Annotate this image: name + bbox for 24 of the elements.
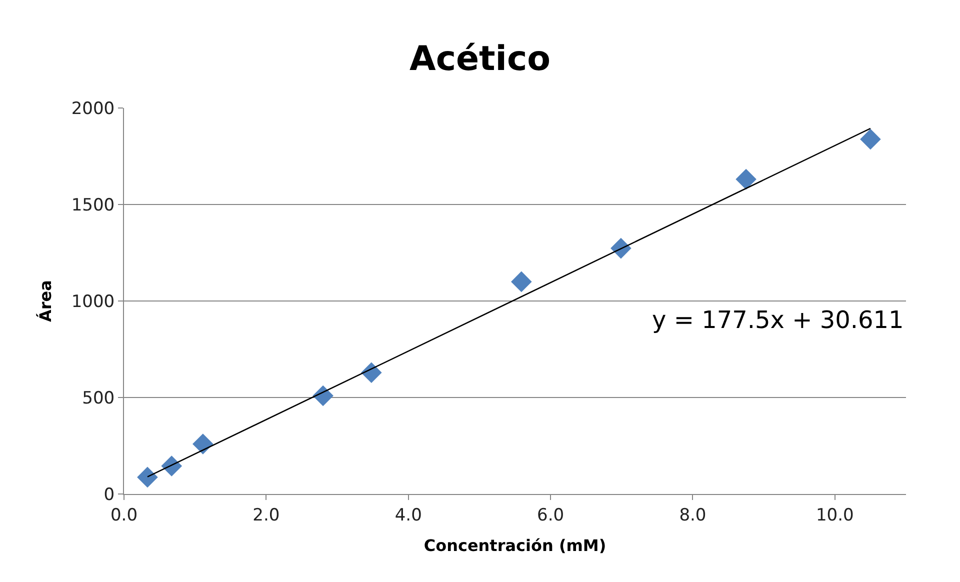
x-tick-label: 10.0 [816, 505, 854, 526]
point [736, 168, 756, 190]
x-tick-label: 8.0 [679, 505, 706, 526]
point [161, 456, 182, 476]
point [312, 385, 334, 406]
point [860, 128, 881, 150]
annotation: y = 177.5x + 30.611 [652, 306, 904, 334]
x-tick-label: 4.0 [394, 505, 422, 526]
x-tick-label: 6.0 [537, 505, 564, 526]
point [361, 362, 382, 383]
chart-title: Acético [410, 39, 550, 80]
y-tick-label: 500 [82, 388, 115, 408]
y-tick-label: 1000 [71, 292, 115, 312]
x-axis-title: Concentración (mM) [424, 536, 606, 556]
point [137, 466, 158, 488]
point [610, 238, 632, 259]
point [192, 434, 214, 454]
x-tick-label: 0.0 [110, 505, 138, 526]
x-tick-label: 2.0 [252, 505, 280, 526]
y-tick-label: 0 [104, 484, 115, 505]
y-axis-title: Área [36, 280, 56, 322]
point [511, 271, 532, 292]
y-tick-label: 2000 [71, 98, 115, 119]
y-tick-label: 1500 [71, 195, 115, 216]
